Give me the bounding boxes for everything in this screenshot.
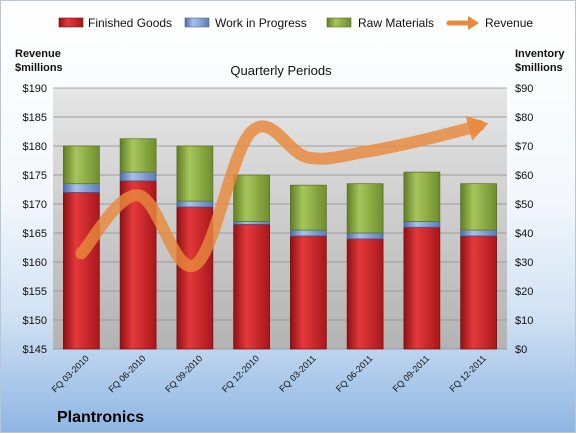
bar-work-in-progress <box>119 171 157 182</box>
x-tick-label: FQ 03-2011 <box>277 353 318 394</box>
left-tick-label: $170 <box>23 199 47 211</box>
legend-label-finished-goods: Finished Goods <box>88 16 172 30</box>
bar-finished-goods <box>63 192 100 350</box>
right-tick-label: $20 <box>515 286 533 298</box>
left-tick-label: $155 <box>23 286 47 298</box>
right-tick-label: $60 <box>515 170 533 182</box>
left-axis-title-line-2: $millions <box>15 62 63 74</box>
right-tick-label: $70 <box>515 141 533 153</box>
revenue-arrowhead <box>465 115 489 141</box>
bar-work-in-progress <box>176 200 214 208</box>
bar-work-in-progress <box>290 229 327 237</box>
right-axis-title-line-1: Inventory <box>515 48 565 60</box>
left-tick-label: $165 <box>23 228 47 240</box>
x-tick-label: FQ 06-2011 <box>334 353 375 394</box>
bar-raw-materials <box>63 145 100 185</box>
legend-swatch-raw-materials <box>326 17 352 28</box>
right-tick-label: $10 <box>515 315 533 327</box>
bar-finished-goods <box>290 235 327 350</box>
revenue-line-path <box>75 119 485 272</box>
bar-work-in-progress <box>233 221 270 225</box>
bar-raw-materials <box>346 183 384 234</box>
right-axis-title-line-2: $millions <box>515 62 563 74</box>
legend-swatch-revenue <box>446 16 479 30</box>
x-tick-label: FQ 12-2010 <box>220 353 261 394</box>
bar-raw-materials <box>290 184 327 231</box>
x-axis-ticks: FQ 03-2010 FQ 06-2010 FQ 09-2010 FQ 12-2010… <box>50 353 488 394</box>
legend-label-revenue: Revenue <box>485 16 533 30</box>
bar-raw-materials <box>119 138 157 173</box>
revenue-line <box>75 115 489 272</box>
x-tick-label: FQ 09-2010 <box>163 353 204 394</box>
right-tick-label: $80 <box>515 112 533 124</box>
bar-work-in-progress <box>346 232 384 240</box>
left-tick-label: $190 <box>23 83 47 95</box>
bar-raw-materials <box>460 183 497 231</box>
left-tick-label: $145 <box>23 344 47 356</box>
bar-work-in-progress <box>460 229 497 237</box>
left-tick-label: $150 <box>23 315 47 327</box>
chart-subtitle: Quarterly Periods <box>230 63 332 78</box>
legend-label-work-in-progress: Work in Progress <box>215 16 307 30</box>
company-name: Plantronics <box>57 409 144 426</box>
right-tick-label: $50 <box>515 199 533 211</box>
bar-finished-goods <box>346 238 384 350</box>
x-tick-label: FQ 06-2010 <box>107 353 148 394</box>
legend: Finished Goods Work in Progress Raw Mate… <box>58 16 533 30</box>
legend-swatch-work-in-progress <box>184 17 210 28</box>
legend-label-raw-materials: Raw Materials <box>358 16 434 30</box>
bar-finished-goods <box>176 206 214 350</box>
left-tick-label: $185 <box>23 112 47 124</box>
right-tick-label: $40 <box>515 228 533 240</box>
right-tick-label: $0 <box>515 344 527 356</box>
x-tick-label: FQ 12-2011 <box>447 353 488 394</box>
left-axis-title-line-1: Revenue <box>15 48 61 60</box>
right-axis-ticks: $90 $80 $70 $60 $50 $40 $30 $20 $10 $0 <box>515 83 533 356</box>
bar-finished-goods <box>233 223 270 350</box>
x-tick-label: FQ 09-2011 <box>391 353 432 394</box>
bar-finished-goods <box>460 235 497 350</box>
left-tick-label: $160 <box>23 257 47 269</box>
legend-swatch-finished-goods <box>58 17 84 28</box>
right-tick-label: $90 <box>515 83 533 95</box>
x-tick-label: FQ 03-2010 <box>50 353 91 394</box>
left-axis-ticks: $190 $185 $180 $175 $170 $165 $160 $155 $150 $145 <box>23 83 47 356</box>
left-tick-label: $175 <box>23 170 47 182</box>
bar-raw-materials <box>176 145 214 202</box>
bar-work-in-progress <box>403 221 441 228</box>
bar-raw-materials <box>233 174 270 222</box>
right-tick-label: $30 <box>515 257 533 269</box>
bar-work-in-progress <box>63 183 100 193</box>
bar-raw-materials <box>403 171 441 222</box>
bars <box>63 138 497 350</box>
left-tick-label: $180 <box>23 141 47 153</box>
bar-finished-goods <box>403 226 441 350</box>
